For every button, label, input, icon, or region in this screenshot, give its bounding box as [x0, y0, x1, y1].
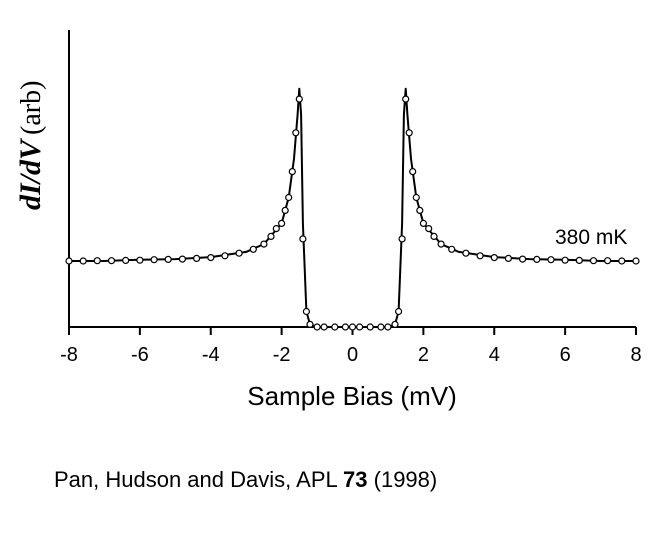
- data-point: [575, 256, 583, 264]
- x-tick-label: -8: [60, 344, 78, 366]
- x-tick-label: -6: [131, 344, 149, 366]
- data-point: [341, 323, 349, 331]
- data-point: [356, 323, 364, 331]
- data-point: [122, 256, 130, 264]
- data-point: [384, 323, 392, 331]
- data-point: [437, 240, 445, 248]
- x-tick-label: 6: [560, 344, 571, 366]
- data-point: [207, 254, 215, 262]
- data-point: [260, 240, 268, 248]
- data-point: [288, 168, 296, 176]
- citation-year: (1998): [367, 467, 438, 492]
- data-point: [533, 255, 541, 263]
- data-point: [320, 323, 328, 331]
- data-point: [267, 232, 275, 240]
- data-point: [395, 307, 403, 316]
- data-point: [299, 235, 307, 243]
- data-point: [79, 257, 87, 265]
- data-point: [632, 257, 640, 265]
- data-point: [416, 206, 424, 214]
- data-point: [409, 168, 417, 176]
- data-point: [302, 307, 310, 316]
- fit-curve-group: [69, 87, 636, 328]
- data-point: [107, 257, 116, 265]
- data-point: [405, 129, 413, 137]
- data-point: [136, 256, 144, 264]
- data-point: [285, 193, 293, 202]
- data-point: [448, 245, 456, 253]
- data-point: [398, 235, 406, 243]
- data-point: [221, 252, 229, 260]
- x-tick-label: 4: [489, 344, 500, 366]
- data-point: [547, 256, 555, 264]
- data-point: [292, 129, 300, 137]
- data-point: [518, 255, 527, 263]
- data-point: [235, 249, 243, 257]
- data-point: [462, 249, 470, 257]
- data-point: [419, 219, 427, 227]
- x-tick-label: 0: [347, 344, 358, 366]
- data-point: [391, 320, 399, 328]
- x-tick-label: 2: [418, 344, 429, 366]
- data-point: [278, 219, 286, 227]
- data-point: [93, 257, 101, 265]
- data-point: [366, 323, 374, 331]
- data-point: [589, 257, 598, 265]
- data-point: [272, 225, 280, 233]
- x-tick-labels: -8 -6 -4 -2 0 2 4 6 8: [60, 344, 641, 366]
- citation-volume: 73: [343, 467, 368, 492]
- x-tick-label: 8: [630, 344, 641, 366]
- temperature-annotation: 380 mK: [555, 226, 627, 249]
- data-points-group: [65, 95, 640, 331]
- data-point: [490, 254, 498, 262]
- data-point: [306, 320, 314, 328]
- data-point: [377, 323, 385, 331]
- citation: Pan, Hudson and Davis, APL 73 (1998): [54, 467, 437, 493]
- y-axis-label-group: dI/dV (arb): [14, 81, 47, 210]
- data-point: [425, 225, 433, 233]
- data-point: [476, 252, 484, 260]
- data-point: [281, 206, 289, 214]
- data-point: [150, 256, 158, 264]
- data-point: [249, 245, 257, 253]
- data-point: [65, 257, 73, 265]
- data-point: [193, 254, 201, 262]
- data-point: [402, 95, 410, 103]
- data-point: [178, 255, 186, 263]
- data-point: [618, 257, 626, 265]
- data-point: [331, 323, 339, 331]
- data-point: [504, 254, 512, 262]
- data-point: [561, 256, 569, 264]
- data-point: [603, 257, 612, 265]
- data-point: [348, 323, 357, 331]
- data-point: [412, 193, 420, 202]
- data-point: [313, 323, 321, 331]
- data-point: [295, 95, 303, 103]
- x-tick-label: -4: [202, 344, 220, 366]
- x-axis-label: Sample Bias (mV): [247, 381, 457, 411]
- data-point: [164, 255, 172, 263]
- fit-curve-line: [69, 87, 636, 328]
- y-axis-label: dI/dV: [14, 137, 47, 210]
- citation-text: Pan, Hudson and Davis, APL: [54, 467, 344, 492]
- y-axis-unit: (arb): [16, 81, 47, 135]
- data-point: [430, 232, 438, 240]
- x-tick-label: -2: [273, 344, 291, 366]
